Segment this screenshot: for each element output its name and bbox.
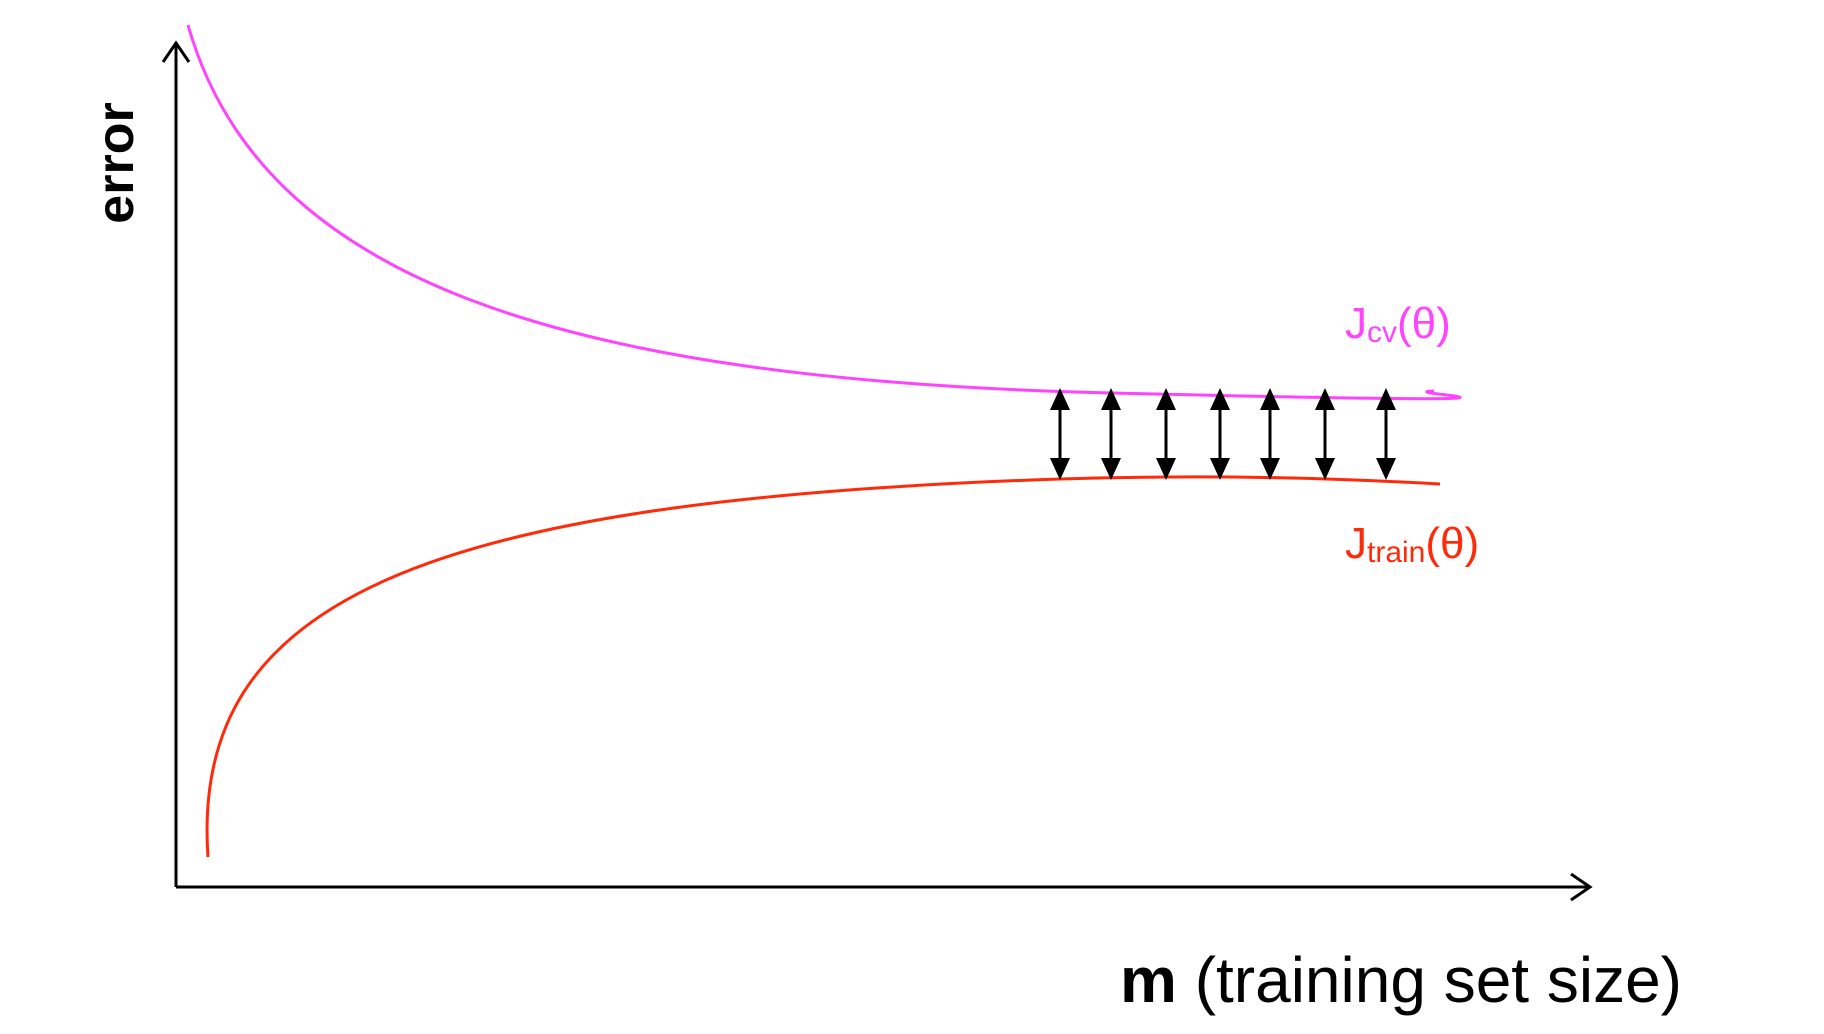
gap-arrow-head-down [1101, 458, 1121, 480]
train-label-theta: (θ) [1425, 519, 1479, 568]
x-axis-label-variable: m [1120, 944, 1177, 1016]
gap-arrow [1156, 388, 1176, 480]
gap-arrow-head-up [1376, 388, 1396, 410]
train-curve-label: Jtrain(θ) [1345, 519, 1479, 569]
x-axis-label: m (training set size) [1120, 944, 1682, 1016]
gap-arrows [1050, 388, 1396, 480]
x-axis-arrowhead [1570, 872, 1593, 902]
gap-arrow-head-down [1315, 458, 1335, 480]
gap-arrow [1050, 388, 1070, 480]
y-axis-label: error [87, 102, 145, 223]
gap-arrow [1101, 388, 1121, 480]
cv-label-subscript: cv [1367, 316, 1397, 349]
train-label-subscript: train [1367, 536, 1425, 569]
gap-arrow-head-up [1260, 388, 1280, 410]
gap-arrow-head-down [1210, 458, 1230, 480]
gap-arrow-head-down [1376, 458, 1396, 480]
cv-label-theta: (θ) [1397, 299, 1451, 348]
gap-arrow-head-up [1156, 388, 1176, 410]
gap-arrow-head-down [1156, 458, 1176, 480]
y-axis-arrowhead [161, 40, 191, 63]
cv-error-curve [186, 24, 1462, 401]
gap-arrow [1376, 388, 1396, 480]
cv-curve-label: Jcv(θ) [1345, 299, 1451, 349]
train-error-curve [205, 475, 1441, 858]
gap-arrow-head-up [1101, 388, 1121, 410]
cv-label-main: J [1345, 299, 1367, 348]
gap-arrow-head-up [1315, 388, 1335, 410]
x-axis-label-description: (training set size) [1177, 944, 1682, 1016]
train-label-main: J [1345, 519, 1367, 568]
gap-arrow-head-up [1050, 388, 1070, 410]
gap-arrow [1210, 388, 1230, 480]
gap-arrow-head-down [1050, 458, 1070, 480]
gap-arrow [1315, 388, 1335, 480]
gap-arrow-head-down [1260, 458, 1280, 480]
gap-arrow [1260, 388, 1280, 480]
axes [161, 40, 1593, 902]
gap-arrow-head-up [1210, 388, 1230, 410]
